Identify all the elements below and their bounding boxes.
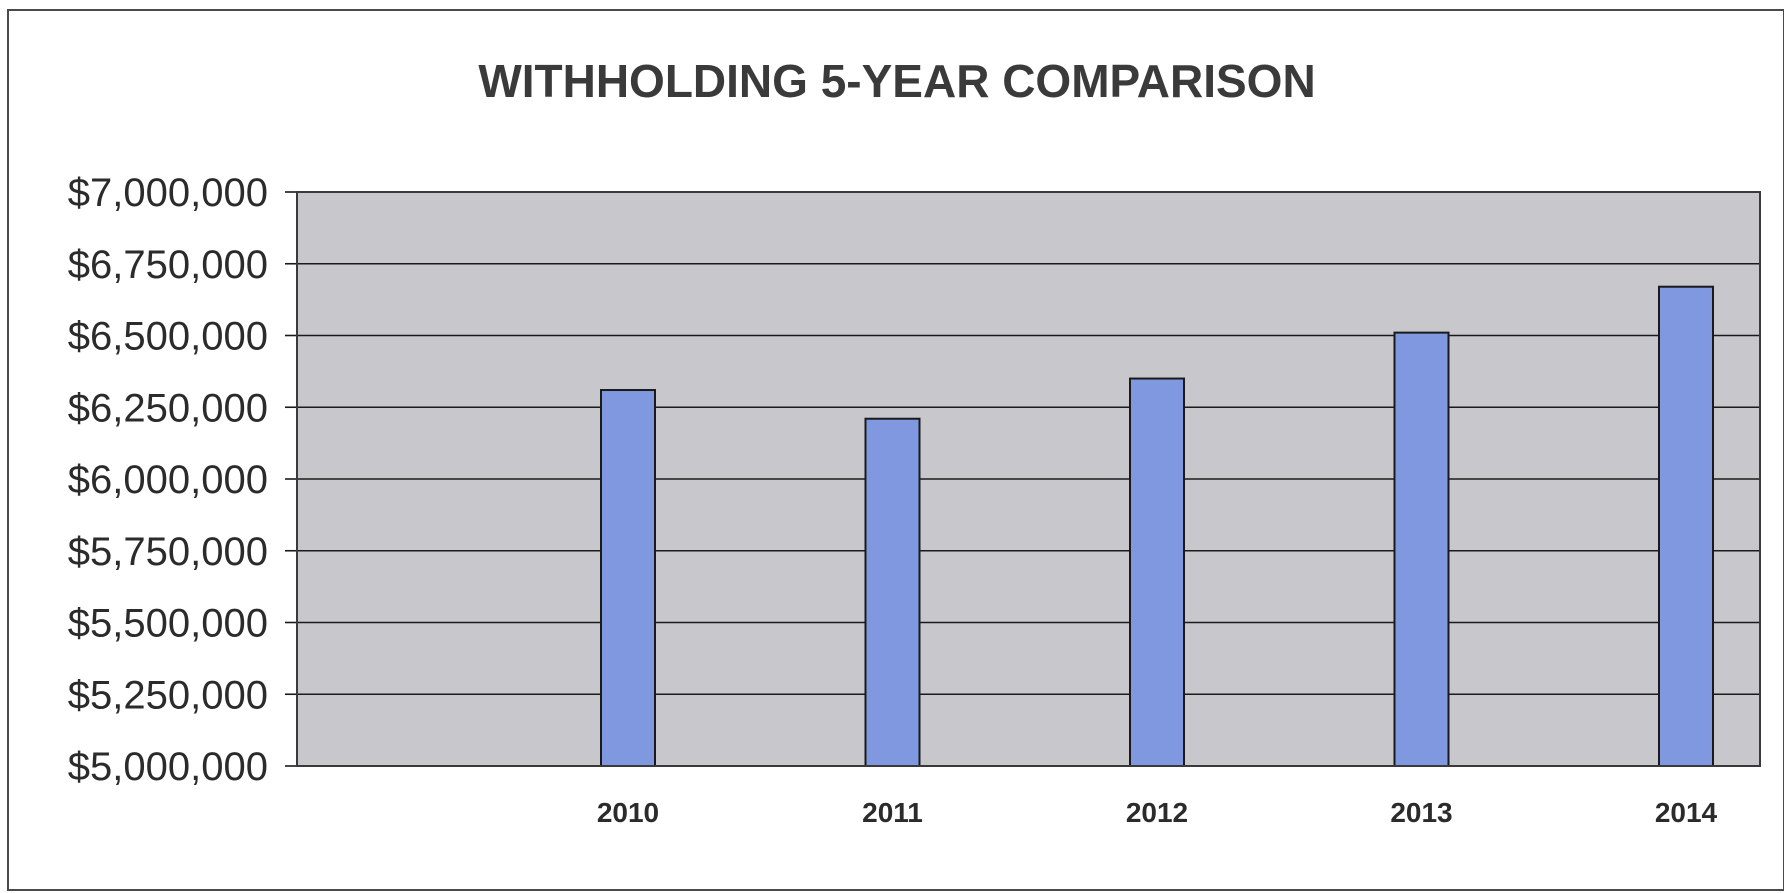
y-tick-label: $6,500,000 (68, 315, 268, 359)
bar-2012 (1129, 377, 1185, 767)
y-tick-label: $6,250,000 (68, 386, 268, 430)
x-tick-label: 2014 (1655, 797, 1718, 828)
y-tick-label: $7,000,000 (68, 171, 268, 215)
x-tick-label: 2013 (1390, 797, 1452, 828)
x-tick-label: 2012 (1126, 797, 1188, 828)
y-tick-label: $5,250,000 (68, 673, 268, 717)
y-tick-label: $5,500,000 (68, 602, 268, 646)
y-tick-label: $5,750,000 (68, 530, 268, 574)
bar-2014 (1658, 285, 1714, 767)
y-tick-label: $6,000,000 (68, 458, 268, 502)
bar-2011 (864, 417, 921, 767)
x-tick-label: 2011 (862, 797, 923, 828)
plot-frame (296, 191, 1761, 767)
x-axis-ticks: 2010 2011 2012 2013 2014 (597, 797, 1718, 828)
y-tick-label: $5,000,000 (68, 745, 268, 789)
y-tick-label: $6,750,000 (68, 243, 268, 287)
bar-2010 (600, 389, 656, 767)
x-tick-label: 2010 (597, 797, 659, 828)
chart-title: WITHHOLDING 5-YEAR COMPARISON (478, 55, 1315, 107)
y-axis-ticks: $5,000,000 $5,250,000 $5,500,000 $5,750,000… (68, 171, 297, 789)
bar-2013 (1393, 331, 1450, 767)
gridlines (297, 191, 1760, 767)
bars (600, 285, 1714, 767)
